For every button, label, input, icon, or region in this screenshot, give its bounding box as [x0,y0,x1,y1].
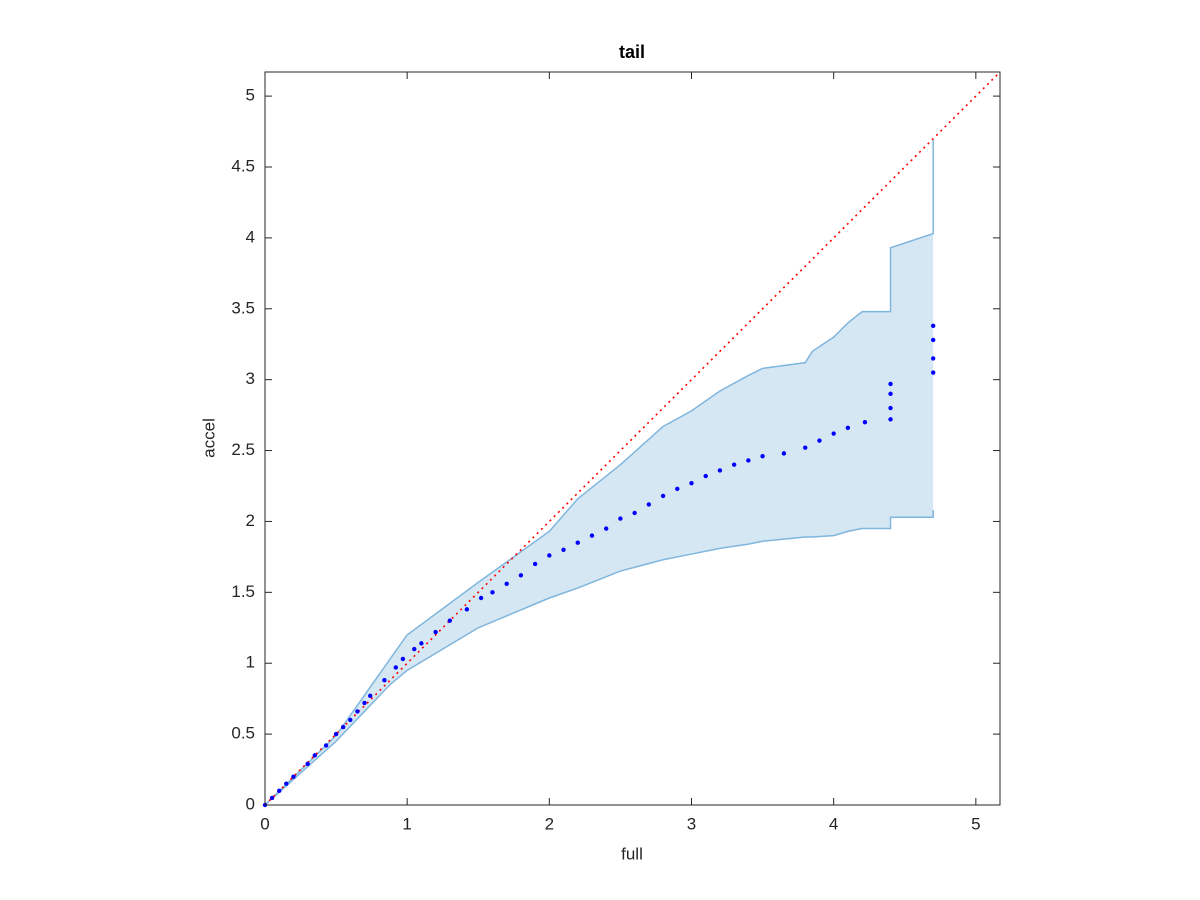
point [817,438,822,443]
y-tick-label: 4.5 [231,156,255,175]
point [368,693,373,699]
x-axis-label: full [621,844,643,863]
y-tick-label: 4 [246,227,255,246]
point [561,547,566,552]
point [291,774,296,779]
point [888,381,893,387]
reference-line [264,71,1001,806]
y-tick-label: 2 [246,511,255,530]
x-tick-label: 1 [402,814,411,833]
y-tick-label: 0.5 [231,724,255,743]
point [862,419,868,425]
point [269,795,275,801]
point [831,431,836,436]
point [400,656,406,662]
point [284,781,289,786]
point [632,510,637,516]
point [333,731,339,737]
x-tick-label: 4 [829,814,838,833]
point [930,356,936,361]
point [312,753,317,758]
x-tick-label: 0 [260,814,269,833]
point [618,516,623,521]
point [888,391,893,397]
point [888,405,893,411]
x-tick-label: 5 [971,814,980,833]
point [675,486,680,492]
point [660,493,666,499]
band-lower [264,510,934,806]
point [731,462,737,467]
point [930,337,936,343]
point [355,709,360,714]
point [888,417,893,422]
y-tick-label: 1 [246,653,255,672]
point [532,561,538,567]
point [547,553,552,558]
point [589,533,595,538]
point [323,743,329,748]
point [348,717,353,723]
point [760,454,765,459]
band-upper [264,140,934,806]
y-tick-label: 1.5 [231,582,255,601]
point [803,445,808,450]
point [447,618,453,623]
point [575,540,580,545]
y-tick-label: 3.5 [231,298,255,317]
point [930,370,936,375]
point [277,788,282,794]
point [717,468,723,473]
point [305,761,310,767]
point [362,700,367,706]
point [689,480,694,486]
point [464,607,470,612]
y-tick-label: 2.5 [231,440,255,459]
point [646,502,652,507]
y-tick-label: 0 [246,794,255,813]
x-tick-label: 3 [687,814,696,833]
x-tick-label: 2 [545,814,554,833]
point [412,646,417,652]
point [433,629,438,635]
point [746,458,751,463]
axes-box [264,71,1001,806]
point [393,665,398,670]
point [703,473,708,479]
point [490,590,495,595]
point [781,451,787,456]
point [340,724,346,730]
y-tick-label: 5 [246,86,255,105]
point [382,678,387,683]
y-axis-label: accel [199,418,218,458]
y-tick-label: 3 [246,369,255,388]
point [930,323,936,328]
point [419,641,424,646]
point [603,526,609,531]
point [478,595,484,601]
point [845,425,851,431]
chart-title: tail [619,42,645,62]
band-area [265,140,934,806]
point [504,581,509,587]
point [518,573,524,578]
